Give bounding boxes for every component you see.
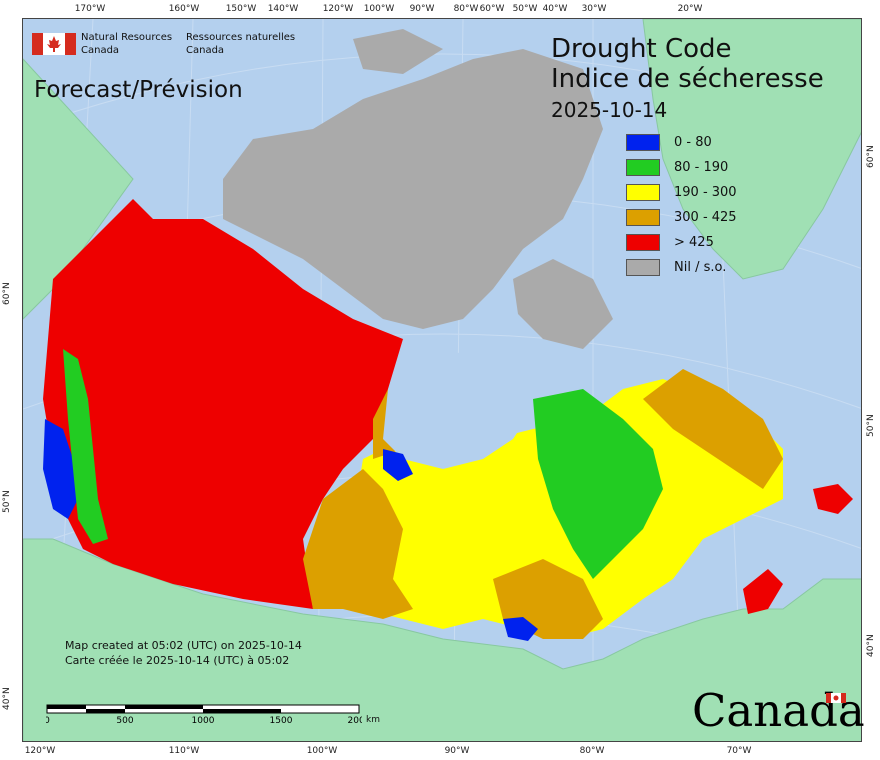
tick-top-140w: 140°W bbox=[267, 4, 299, 14]
created-fr: Carte créée le 2025-10-14 (UTC) à 05:02 bbox=[65, 654, 290, 667]
creation-note: Map created at 05:02 (UTC) on 2025-10-14… bbox=[65, 638, 302, 668]
tick-bottom-70w: 70°W bbox=[726, 746, 752, 756]
forecast-label: Forecast/Prévision bbox=[34, 77, 243, 103]
scale-label-2000: 2000 bbox=[348, 716, 362, 724]
agency-en-canada: Canada bbox=[81, 45, 120, 56]
tick-left-60n: 60°N bbox=[2, 282, 12, 305]
tick-bottom-110w: 110°W bbox=[168, 746, 200, 756]
tick-top-120w: 120°W bbox=[322, 4, 354, 14]
scale-label-1000: 1000 bbox=[192, 716, 215, 724]
canada-central-orange-1 bbox=[303, 469, 413, 619]
canada-flag-icon bbox=[32, 33, 76, 55]
agency-fr-canada: Canada bbox=[186, 45, 225, 56]
tick-right-50n: 50°N bbox=[866, 414, 876, 437]
tick-top-170w: 170°W bbox=[74, 4, 106, 14]
tick-bottom-80w: 80°W bbox=[579, 746, 605, 756]
tick-top-60w: 60°W bbox=[479, 4, 505, 14]
tick-top-160w: 160°W bbox=[168, 4, 200, 14]
tick-bottom-100w: 100°W bbox=[306, 746, 338, 756]
map-svg bbox=[23, 19, 861, 741]
legend-label: 80 - 190 bbox=[674, 160, 729, 175]
hudson-bay bbox=[383, 339, 533, 469]
wordmark-flag-icon bbox=[826, 693, 846, 703]
blue-patch-ontario bbox=[503, 617, 538, 641]
tick-top-150w: 150°W bbox=[225, 4, 257, 14]
legend-swatch-300-425 bbox=[626, 209, 660, 226]
legend-label: 300 - 425 bbox=[674, 210, 737, 225]
scale-label-500: 500 bbox=[116, 716, 133, 724]
tick-right-60n: 60°N bbox=[866, 145, 876, 168]
blue-patch-james bbox=[383, 449, 413, 481]
map-date: 2025-10-14 bbox=[551, 98, 668, 122]
legend-label: 190 - 300 bbox=[674, 185, 737, 200]
tick-left-50n: 50°N bbox=[2, 490, 12, 513]
scale-unit: km bbox=[366, 715, 380, 725]
legend-swatch-nil bbox=[626, 259, 660, 276]
arctic-island-3 bbox=[353, 29, 443, 74]
agency-fr: Ressources naturelles bbox=[186, 32, 296, 43]
blue-coast-bc bbox=[43, 419, 78, 519]
scale-label-0: 0 bbox=[46, 716, 50, 724]
usa bbox=[23, 538, 861, 741]
tick-top-100w: 100°W bbox=[363, 4, 395, 14]
created-en: Map created at 05:02 (UTC) on 2025-10-14 bbox=[65, 639, 302, 652]
quebec-green bbox=[533, 389, 663, 579]
agency-en: Natural Resources bbox=[81, 32, 173, 43]
legend-swatch-over-425 bbox=[626, 234, 660, 251]
tick-top-40w: 40°W bbox=[542, 4, 568, 14]
canada-west-red bbox=[43, 199, 433, 609]
map-canvas bbox=[22, 18, 862, 742]
red-patch-newfoundland bbox=[813, 484, 853, 514]
tick-bottom-120w: 120°W bbox=[24, 746, 56, 756]
canada-east-orange bbox=[643, 369, 783, 489]
legend-label: 0 - 80 bbox=[674, 135, 712, 150]
title-en: Drought Code bbox=[551, 34, 732, 64]
legend-label: Nil / s.o. bbox=[674, 260, 727, 275]
legend-swatch-80-190 bbox=[626, 159, 660, 176]
tick-top-30w: 30°W bbox=[581, 4, 607, 14]
tick-bottom-90w: 90°W bbox=[444, 746, 470, 756]
legend-swatch-190-300 bbox=[626, 184, 660, 201]
title-fr: Indice de sécheresse bbox=[551, 64, 824, 94]
tick-left-40n: 40°N bbox=[2, 687, 12, 710]
scale-bar: 0 500 1000 1500 2000 bbox=[46, 704, 362, 724]
tick-top-80w: 80°W bbox=[453, 4, 479, 14]
green-coast-bc bbox=[63, 349, 108, 544]
arctic-island-2 bbox=[513, 259, 613, 349]
title-block: Drought Code Indice de sécheresse 2025-1… bbox=[551, 34, 824, 124]
tick-top-20w: 20°W bbox=[677, 4, 703, 14]
arctic-islands bbox=[223, 49, 603, 329]
legend-label: > 425 bbox=[674, 235, 714, 250]
tick-top-90w: 90°W bbox=[409, 4, 435, 14]
red-patch-maritimes bbox=[743, 569, 783, 614]
legend-swatch-0-80 bbox=[626, 134, 660, 151]
tick-top-50w: 50°W bbox=[512, 4, 538, 14]
scale-label-1500: 1500 bbox=[270, 716, 293, 724]
tick-right-40n: 40°N bbox=[866, 634, 876, 657]
